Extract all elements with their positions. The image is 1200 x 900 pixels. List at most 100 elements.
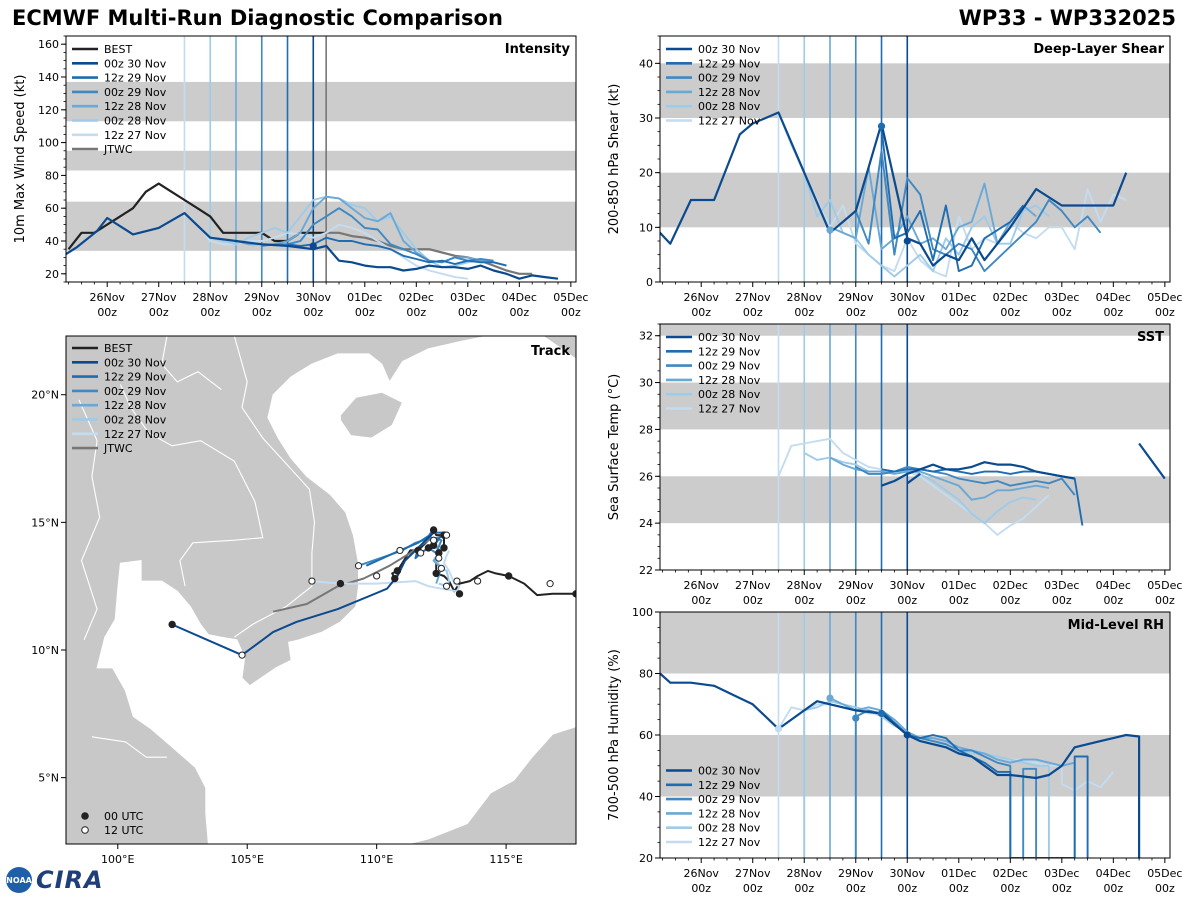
- track-point-00utc: [572, 590, 576, 598]
- x-tick-day: 04Dec: [502, 291, 537, 304]
- legend-label-jtwc: JTWC: [103, 143, 133, 156]
- legend-label-12z-28-nov: 12z 28 Nov: [698, 807, 761, 820]
- legend-label-12z-28-nov: 12z 28 Nov: [104, 100, 167, 113]
- x-tick-day: 27Nov: [735, 867, 771, 880]
- series-marker-12z-27-nov: [774, 725, 783, 733]
- series-marker-12z-29-nov: [877, 122, 886, 130]
- shaded-band: [660, 612, 1170, 674]
- plot-area: [660, 36, 1170, 282]
- series-line-00z-28-nov: [209, 195, 507, 269]
- x-tick-day: 01Dec: [941, 867, 976, 880]
- y-axis-label: Sea Surface Temp (°C): [607, 374, 622, 521]
- series-line-12z-28-nov: [829, 456, 1050, 501]
- y-tick-label: 10°N: [31, 644, 59, 657]
- track-point-12utc: [474, 577, 482, 585]
- legend-label-12z-28-nov: 12z 28 Nov: [104, 399, 167, 412]
- track-point-00utc: [440, 544, 448, 552]
- plot-area: [660, 612, 1170, 858]
- series-line-00z-30-nov: [1138, 442, 1166, 480]
- x-tick-hour: 00z: [897, 594, 917, 607]
- x-tick-day: 04Dec: [1096, 867, 1131, 880]
- legend-label-00z-29-nov: 00z 29 Nov: [698, 72, 761, 85]
- x-tick-hour: 00z: [1155, 882, 1175, 895]
- x-tick-hour: 00z: [846, 306, 866, 319]
- x-tick-day: 26Nov: [89, 291, 125, 304]
- series-line-jtwc: [326, 231, 533, 275]
- x-tick-hour: 00z: [691, 882, 711, 895]
- x-tick-day: 03Dec: [1044, 291, 1079, 304]
- y-tick-label: 22: [639, 564, 653, 577]
- y-tick-label: 80: [45, 169, 59, 182]
- x-tick-label: 115°E: [489, 853, 522, 866]
- x-tick-day: 28Nov: [193, 291, 229, 304]
- x-tick-hour: 00z: [1000, 882, 1020, 895]
- x-tick-hour: 00z: [149, 306, 169, 319]
- x-tick-hour: 00z: [200, 306, 220, 319]
- x-tick-hour: 00z: [458, 306, 478, 319]
- x-tick-day: 01Dec: [941, 579, 976, 592]
- country-border: [91, 736, 167, 758]
- legend-label-12z-27-nov: 12z 27 Nov: [104, 428, 167, 441]
- panel-title: Intensity: [505, 42, 571, 57]
- y-tick-label: 20°N: [31, 389, 59, 402]
- legend-label-00z-30-nov: 00z 30 Nov: [104, 57, 167, 70]
- shaded-band: [660, 324, 1170, 336]
- x-tick-hour: 00z: [1155, 594, 1175, 607]
- x-tick-hour: 00z: [561, 306, 581, 319]
- track-point-12utc: [354, 562, 363, 570]
- series-line-00z-30-nov: [906, 473, 921, 485]
- track-point-12utc: [238, 651, 246, 659]
- track-point-00utc: [424, 544, 433, 552]
- x-tick-label: 100°E: [101, 853, 134, 866]
- track-point-00utc: [455, 590, 464, 598]
- y-tick-label: 120: [38, 104, 59, 117]
- x-tick-day: 29Nov: [838, 867, 874, 880]
- x-tick-hour: 00z: [252, 306, 272, 319]
- shaded-band: [660, 63, 1170, 118]
- x-tick-hour: 00z: [794, 306, 814, 319]
- track-point-12utc: [435, 554, 443, 562]
- track-point-00utc: [429, 526, 438, 534]
- track-point-00utc: [432, 569, 440, 578]
- country-border: [119, 384, 264, 587]
- track-point-12utc: [396, 546, 404, 555]
- x-tick-day: 03Dec: [450, 291, 485, 304]
- legend-label-12z-27-nov: 12z 27 Nov: [698, 403, 761, 416]
- series-line-12z-29-nov: [287, 236, 507, 267]
- y-tick-label: 15°N: [31, 516, 59, 529]
- series-marker-00z-30-nov: [903, 731, 911, 739]
- x-tick-day: 28Nov: [787, 291, 823, 304]
- y-tick-label: 60: [639, 729, 653, 742]
- x-tick-day: 26Nov: [683, 867, 719, 880]
- series-line-12z-28-nov: [829, 166, 1037, 251]
- legend-label-best: BEST: [104, 342, 132, 355]
- x-tick-day: 28Nov: [787, 579, 823, 592]
- x-tick-hour: 00z: [303, 306, 323, 319]
- panel-sst: 22 24 26 28 30 32 26Nov 00z 27Nov 00z 28Nov 00z 29No…: [607, 323, 1182, 607]
- land-borneo: [407, 726, 576, 844]
- x-tick-hour: 00z: [897, 306, 917, 319]
- x-tick-day: 27Nov: [141, 291, 177, 304]
- land-mainland: [66, 336, 576, 844]
- y-tick-label: 80: [639, 668, 653, 681]
- track-point-12utc: [430, 536, 438, 544]
- legend-label-12z-28-nov: 12z 28 Nov: [698, 86, 761, 99]
- x-tick-day: 28Nov: [787, 867, 823, 880]
- track-point-00utc: [391, 574, 399, 583]
- series-line-00z-29-nov: [261, 207, 494, 264]
- x-tick-hour: 00z: [1052, 594, 1072, 607]
- shaded-band: [660, 476, 1170, 524]
- x-tick-hour: 00z: [794, 882, 814, 895]
- series-marker-12z-29-nov: [877, 709, 886, 718]
- series-line-12z-29-nov: [880, 709, 1089, 858]
- track-point-12utc: [437, 564, 445, 572]
- x-tick-day: 05Dec: [1147, 291, 1182, 304]
- x-tick-day: 02Dec: [993, 291, 1028, 304]
- track-point-12utc: [417, 549, 425, 557]
- x-tick-label: 110°E: [360, 853, 393, 866]
- y-tick-label: 20: [639, 852, 653, 865]
- map-frame: [65, 335, 577, 845]
- y-tick-label: 30: [639, 377, 653, 390]
